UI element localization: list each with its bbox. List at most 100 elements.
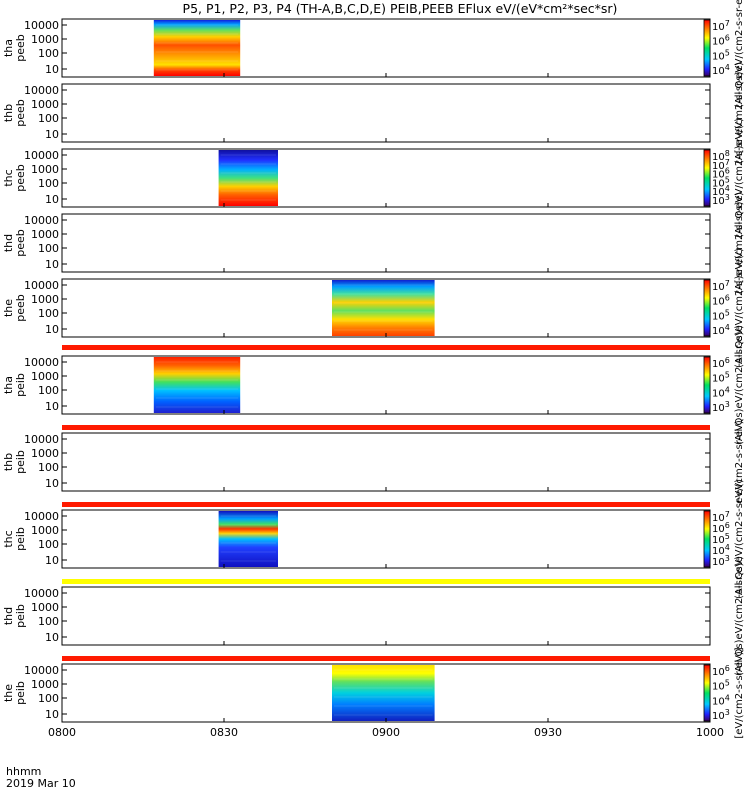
status-strip-2 — [62, 425, 710, 430]
y-tick-label: 1000 — [31, 524, 59, 537]
y-tick-label: 10000 — [24, 279, 59, 292]
y-tick-label: 1000 — [31, 98, 59, 111]
colorbar-label: (All Qs)eV/(cm2-s-sr-eV) — [734, 248, 745, 368]
x-tick-label: 0930 — [534, 726, 562, 739]
status-strip-1 — [62, 345, 710, 350]
panel-frame — [61, 148, 711, 208]
y-tick-label: 10000 — [24, 214, 59, 227]
colorbar-tick-label: 104 — [712, 323, 730, 337]
y-tick-label: 10 — [45, 63, 59, 76]
spectrogram-tha-peeb — [153, 20, 241, 76]
y-axis-label-probe: tha — [2, 39, 15, 57]
colorbar-label: (All Qs)eV/(cm2-s-sr-eV) — [734, 118, 745, 238]
y-axis-label-species: peib — [14, 450, 27, 474]
y-tick-label: 10000 — [24, 19, 59, 32]
y-axis-label-probe: thb — [2, 453, 15, 471]
y-tick-label: 10000 — [24, 587, 59, 600]
colorbar-tick-label: 107 — [712, 279, 730, 293]
status-strip-5 — [62, 656, 710, 661]
y-axis-label-species: peeb — [14, 294, 27, 322]
y-tick-label: 100 — [38, 692, 59, 705]
colorbar-label: (A[)eV/(cm2-s-sr-eV) — [734, 62, 745, 164]
y-tick-label: 100 — [38, 112, 59, 125]
colorbar-tick-label: 106 — [712, 294, 730, 308]
x-tick-label: 1000 — [696, 726, 724, 739]
y-tick-label: 10 — [45, 193, 59, 206]
y-tick-label: 10 — [45, 708, 59, 721]
y-tick-label: 100 — [38, 307, 59, 320]
y-axis-label-probe: thb — [2, 104, 15, 122]
colorbar-tick-label: 106 — [712, 34, 730, 48]
colorbar-thc-peeb — [703, 149, 711, 207]
panel-frame — [61, 586, 711, 646]
y-tick-label: 10 — [45, 554, 59, 567]
y-tick-label: 10 — [45, 128, 59, 141]
y-axis-label-species: peib — [14, 681, 27, 705]
colorbar-label: [eV/(cm2-s-sr-eV)] — [734, 647, 745, 738]
y-tick-label: 10000 — [24, 356, 59, 369]
y-axis-label-species: peeb — [14, 99, 27, 127]
chart-title: P5, P1, P2, P3, P4 (TH-A,B,C,D,E) PEIB,P… — [183, 1, 618, 16]
y-tick-label: 10 — [45, 400, 59, 413]
y-axis-label-probe: thc — [2, 530, 15, 547]
y-tick-label: 1000 — [31, 293, 59, 306]
y-tick-label: 100 — [38, 47, 59, 60]
colorbar-tick-label: 106 — [712, 664, 730, 678]
y-tick-label: 100 — [38, 242, 59, 255]
y-axis-label-species: peib — [14, 373, 27, 397]
x-tick-label: 0800 — [48, 726, 76, 739]
y-tick-label: 10 — [45, 258, 59, 271]
colorbar-the-peeb — [703, 279, 711, 337]
y-axis-label-species: peib — [14, 527, 27, 551]
time-axis-label: hhmm — [6, 765, 41, 778]
y-axis-label-probe: thd — [2, 607, 15, 625]
colorbar-tick-label: 103 — [712, 193, 730, 207]
colorbar-label: (All Qs)eV/(cm2-s-sr-eV) — [734, 325, 745, 445]
y-axis-label-species: peeb — [14, 229, 27, 257]
y-axis-label-species: peib — [14, 604, 27, 628]
y-tick-label: 100 — [38, 538, 59, 551]
y-tick-label: 10000 — [24, 664, 59, 677]
y-tick-label: 10 — [45, 477, 59, 490]
y-axis-label-species: peeb — [14, 34, 27, 62]
y-tick-label: 1000 — [31, 678, 59, 691]
y-tick-label: 10000 — [24, 84, 59, 97]
panel-frame — [61, 83, 711, 143]
date-label: 2019 Mar 10 — [6, 777, 76, 790]
y-tick-label: 10 — [45, 631, 59, 644]
spectrogram-the-peeb — [332, 280, 435, 336]
y-tick-label: 1000 — [31, 163, 59, 176]
panel-frame — [61, 509, 711, 569]
colorbar-tick-label: 105 — [712, 679, 730, 693]
colorbar-tick-label: 104 — [712, 63, 730, 77]
y-tick-label: 1000 — [31, 370, 59, 383]
y-axis-label-probe: thd — [2, 234, 15, 252]
colorbar-label: (All Qs)eV/(cm2-s-sr-eV) — [734, 479, 745, 599]
spectrogram-the-peib — [332, 665, 435, 721]
colorbar-tick-label: 103 — [712, 708, 730, 722]
colorbar-the-peib — [703, 664, 711, 722]
colorbar-tick-label: 105 — [712, 48, 730, 62]
colorbar-tick-label: 104 — [712, 693, 730, 707]
y-axis-label-probe: the — [2, 684, 15, 702]
colorbar-tick-label: 104 — [712, 385, 730, 399]
colorbar-tha-peeb — [703, 19, 711, 77]
y-axis-label-probe: thc — [2, 169, 15, 186]
y-tick-label: 100 — [38, 615, 59, 628]
colorbar-tick-label: 103 — [712, 400, 730, 414]
colorbar-label: (All Qs)eV/(cm2-s-sr-eV) — [734, 0, 745, 108]
y-tick-label: 1000 — [31, 228, 59, 241]
y-tick-label: 100 — [38, 384, 59, 397]
y-axis-label-probe: tha — [2, 376, 15, 394]
y-axis-label-probe: the — [2, 299, 15, 317]
y-tick-label: 100 — [38, 461, 59, 474]
colorbar-label: (All Qs)eV/(cm2-s-sr-eV) — [734, 556, 745, 676]
colorbar-label: eV/(cm2-s-sr-eV) — [734, 420, 745, 504]
colorbar-tick-label: 106 — [712, 356, 730, 370]
